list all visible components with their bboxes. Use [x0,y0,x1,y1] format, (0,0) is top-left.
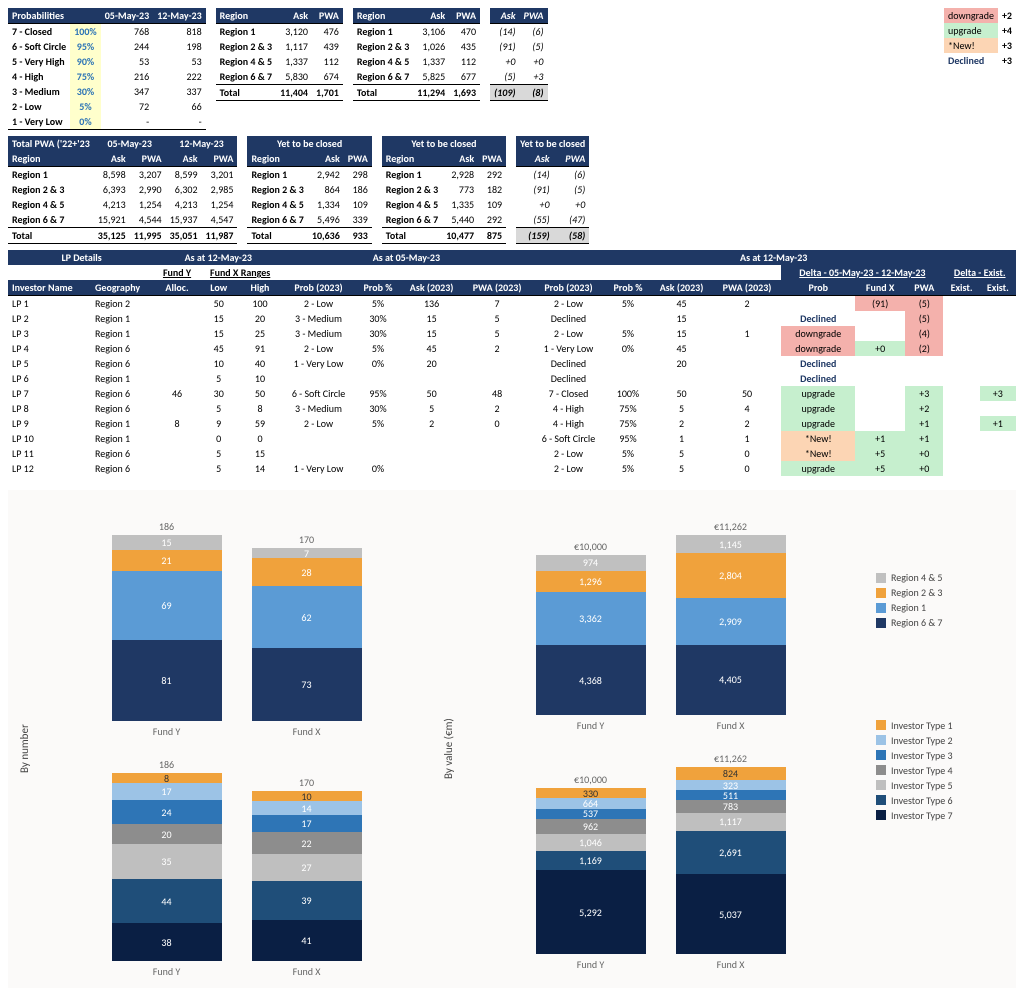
status-key: downgrade+2upgrade+4*New!+3Declined+3 [944,8,1016,68]
charts-panel: By number 18681692115Fund Y1707362287Fun… [8,490,1016,988]
lp-details-table: LP DetailsAs at 12-May-23As at 05-May-23… [8,250,1016,476]
probabilities-table: Probabilities05-May-2312-May-237 - Close… [8,8,206,130]
ytc-delta: Yet to be closedAskPWA(14)(6)(91)(5)+0+0… [516,136,589,244]
ytc-a: Yet to be closedRegionAskPWARegion 12,94… [247,136,371,244]
region-delta: AskPWA(14)(6)(91)(5)+0+0(5)+3(109)(8) [490,8,547,101]
region-table-a: RegionAskPWARegion 13,120476Region 2 & 3… [216,8,343,101]
ylabel-value: By value (€m) [442,520,455,978]
ylabel-number: By number [18,520,31,978]
ytc-b: Yet to be closedRegionAskPWARegion 12,92… [382,136,506,244]
total-pwa-table: Total PWA ('22+'2305-May-2312-May-23Regi… [8,136,237,244]
region-table-b: RegionAskPWARegion 13,106470Region 2 & 3… [353,8,480,101]
